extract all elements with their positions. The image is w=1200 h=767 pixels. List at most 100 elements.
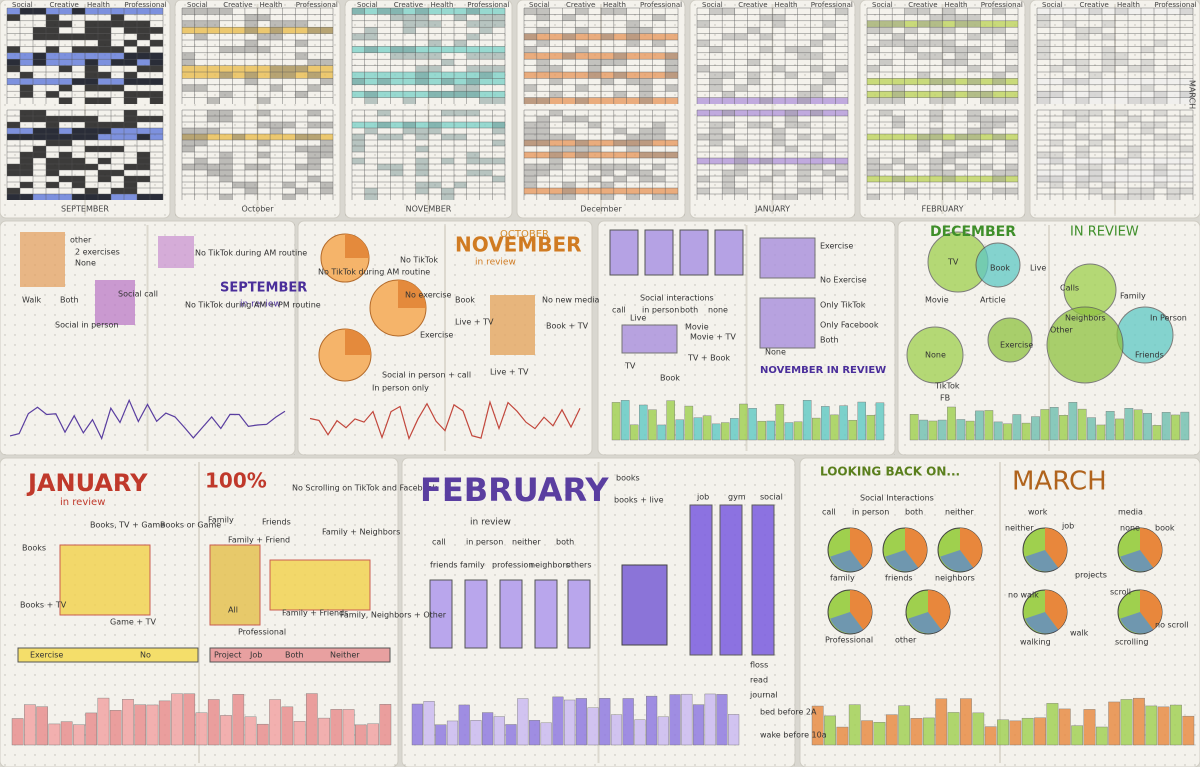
tracker-cell [46, 116, 59, 122]
tracker-cell [785, 122, 798, 128]
tracker-cell [1102, 65, 1115, 72]
block [59, 544, 151, 616]
tracker-cell [1167, 188, 1180, 194]
tracker-cell [562, 188, 576, 194]
label: Social [1042, 1, 1063, 9]
tracker-cell [207, 110, 220, 116]
tracker-cell [810, 164, 823, 170]
tracker-cell [72, 134, 85, 140]
tracker-cell [917, 146, 930, 152]
tracker-cell [524, 170, 537, 176]
tracker-cell [307, 158, 321, 164]
tracker-cell [929, 116, 943, 122]
tracker-cell [892, 20, 905, 28]
tracker-cell [942, 27, 956, 34]
tracker-cell [257, 110, 271, 116]
tracker-cell [46, 158, 59, 164]
tracker-cell [639, 27, 653, 34]
tracker-cell [307, 110, 321, 116]
tracker-cell [441, 78, 454, 85]
tracker-cell [665, 152, 678, 158]
tracker-cell [124, 59, 137, 66]
tracker-cell [536, 27, 550, 34]
strip-bar [675, 419, 685, 441]
tracker-cell [639, 84, 653, 92]
label: books [616, 474, 640, 483]
tracker-cell [479, 14, 493, 21]
tracker-cell [797, 188, 811, 194]
tracker-cell [942, 152, 956, 158]
tracker-cell [697, 65, 710, 72]
tracker-cell [1050, 122, 1063, 128]
tracker-cell [822, 72, 836, 79]
strip-bar [1143, 412, 1152, 441]
strip-bar [684, 405, 694, 441]
tracker-cell [626, 164, 640, 170]
tracker-cell [85, 122, 98, 128]
tracker-cell [320, 152, 333, 158]
tracker-cell [772, 128, 786, 134]
tracker-cell [46, 140, 59, 146]
tracker-cell [466, 8, 480, 15]
tracker-cell [454, 84, 467, 92]
tracker-cell [377, 134, 391, 140]
tracker-cell [929, 158, 943, 164]
label: neither [512, 538, 541, 547]
tracker-cell [942, 140, 956, 146]
tracker-cell [626, 194, 640, 200]
label: Book [660, 374, 680, 383]
column [689, 504, 713, 656]
tracker-cell [428, 128, 442, 134]
tracker-cell [665, 194, 678, 200]
tracker-cell [20, 170, 33, 176]
tracker-cell [219, 158, 233, 164]
tracker-cell [1154, 97, 1167, 104]
tracker-cell [182, 84, 195, 92]
tracker-cell [929, 14, 943, 21]
tracker-cell [1005, 40, 1018, 47]
tracker-cell [124, 91, 137, 98]
tracker-cell [479, 27, 493, 34]
tracker-cell [613, 140, 627, 146]
tracker-cell [562, 134, 576, 140]
tracker-cell [295, 52, 308, 60]
tracker-cell [955, 14, 968, 21]
strip-bar [730, 418, 739, 441]
tracker-cell [536, 65, 550, 72]
tracker-cell [1076, 182, 1089, 188]
tracker-cell [98, 170, 111, 176]
tracker-cell [137, 27, 150, 34]
tracker-cell [320, 59, 333, 66]
tracker-cell [150, 52, 163, 60]
tracker-cell [1050, 140, 1063, 146]
strip-bar [269, 699, 281, 746]
tracker-cell [1154, 170, 1167, 176]
strip-bar [947, 406, 956, 441]
label: Social [872, 1, 893, 9]
tracker-cell [244, 164, 258, 170]
tracker-cell [639, 78, 653, 85]
tracker-cell [722, 33, 735, 40]
tracker-cell [967, 65, 981, 72]
tracker-cell [232, 46, 245, 53]
tracker-cell [466, 33, 480, 40]
tracker-cell [111, 46, 124, 53]
label: Social [529, 1, 550, 9]
label: FB [940, 394, 950, 403]
tracker-cell [524, 84, 537, 92]
tracker-cell [85, 84, 98, 92]
strip-bar [1003, 423, 1012, 441]
tracker-cell [194, 140, 208, 146]
tracker-cell [219, 8, 233, 15]
tracker-cell [295, 164, 308, 170]
tracker-cell [479, 72, 493, 79]
tracker-cell [613, 52, 627, 60]
tracker-cell [85, 164, 98, 170]
strip-bar [423, 701, 435, 746]
tracker-cell [137, 176, 150, 182]
tracker-cell [98, 122, 111, 128]
tracker-cell [759, 176, 773, 182]
tracker-cell [722, 176, 735, 182]
tracker-cell [929, 110, 943, 116]
tracker-cell [1154, 40, 1167, 47]
